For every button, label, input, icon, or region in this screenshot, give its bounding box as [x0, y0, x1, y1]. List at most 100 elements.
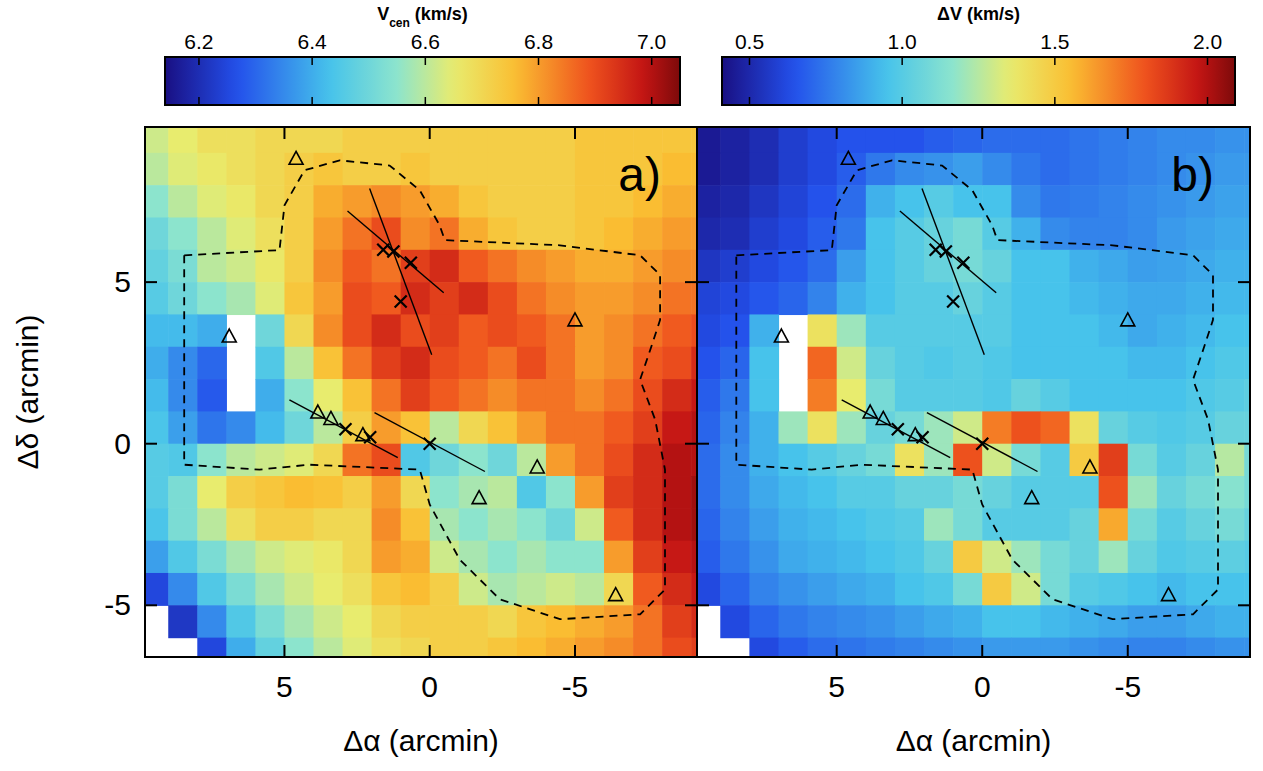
- heatmap-cell: [168, 185, 198, 218]
- heatmap-cell: [1099, 153, 1129, 186]
- heatmap-cell: [749, 444, 779, 477]
- triangle-marker: [530, 460, 544, 473]
- heatmap-cell: [430, 347, 460, 380]
- x-axis-title: Δα (arcmin): [343, 724, 499, 757]
- heatmap-cell: [1011, 508, 1041, 541]
- heatmap-cell: [953, 217, 983, 250]
- y-tick-label: 0: [114, 427, 131, 460]
- x-tick-label: 5: [828, 670, 845, 703]
- heatmap-cell: [145, 508, 169, 541]
- heatmap-cell: [1157, 314, 1187, 347]
- heatmap-cell: [488, 541, 518, 574]
- heatmap-cell: [459, 638, 489, 657]
- heatmap-cell: [488, 476, 518, 509]
- heatmap-cell: [343, 314, 373, 347]
- heatmap-cell: [255, 127, 285, 153]
- heatmap-cell: [866, 476, 896, 509]
- heatmap-cell: [1099, 282, 1129, 315]
- plot-frame: [145, 127, 697, 657]
- heatmap-cell: [953, 541, 983, 574]
- heatmap-cell: [982, 347, 1012, 380]
- heatmap-cell: [372, 153, 402, 186]
- heatmap-cell: [1099, 127, 1129, 153]
- heatmap-cell: [401, 638, 431, 657]
- triangle-marker: [774, 329, 788, 342]
- colorbar-tick: [198, 97, 200, 105]
- heatmap-cell: [284, 217, 314, 250]
- heatmap-cell: [401, 508, 431, 541]
- heatmap-cell: [895, 217, 925, 250]
- heatmap-cell: [168, 379, 198, 412]
- heatmap-cell: [343, 282, 373, 315]
- heatmap-cell: [284, 314, 314, 347]
- heatmap-cell: [697, 127, 721, 153]
- heatmap-cell: [924, 508, 954, 541]
- heatmap-cell: [255, 508, 285, 541]
- heatmap-cell: [343, 573, 373, 606]
- heatmap-cell: [1040, 153, 1070, 186]
- heatmap-cell: [401, 573, 431, 606]
- heatmap-cell: [145, 282, 169, 315]
- y-tick: [685, 443, 697, 445]
- cross-marker: [957, 257, 969, 269]
- heatmap-cell: [1099, 444, 1129, 477]
- heatmap-cell: [837, 314, 867, 347]
- heatmap-cell: [372, 444, 402, 477]
- heatmap-cell: [720, 347, 750, 380]
- heatmap-cell: [604, 638, 634, 657]
- heatmap-cell: [226, 185, 256, 218]
- heatmap-cell: [1099, 605, 1129, 638]
- heatmap-cell: [1070, 314, 1100, 347]
- heatmap-cell: [1157, 476, 1187, 509]
- heatmap-cell: [1186, 250, 1216, 283]
- heatmap-cell: [1099, 476, 1129, 509]
- heatmap-cell: [546, 541, 576, 574]
- heatmap-cell: [1011, 476, 1041, 509]
- cut-line: [900, 211, 996, 293]
- colorbar-tick: [538, 97, 540, 105]
- heatmap-cell: [459, 153, 489, 186]
- heatmap-cell: [1157, 379, 1187, 412]
- heatmap-cell: [1186, 314, 1216, 347]
- heatmap-cell: [284, 541, 314, 574]
- heatmap-cell: [778, 282, 808, 315]
- heatmap-cell: [982, 605, 1012, 638]
- region-outline: [736, 160, 1218, 619]
- heatmap-cell: [197, 508, 227, 541]
- heatmap-cell: [982, 127, 1012, 153]
- heatmap-cell: [255, 347, 285, 380]
- plot-background: [697, 127, 1250, 657]
- heatmap-cell: [1186, 379, 1216, 412]
- heatmap-cell: [982, 476, 1012, 509]
- heatmap-cell: [1070, 541, 1100, 574]
- heatmap-cell: [226, 153, 256, 186]
- heatmap-cell: [633, 573, 663, 606]
- heatmap-cell: [749, 127, 779, 153]
- heatmap-cell: [808, 347, 838, 380]
- heatmap-cell: [662, 573, 692, 606]
- heatmap-cell: [604, 411, 634, 444]
- heatmap-cell: [459, 411, 489, 444]
- heatmap-cell: [778, 411, 808, 444]
- heatmap-cell: [575, 573, 605, 606]
- heatmap-cell: [517, 476, 547, 509]
- heatmap-cell: [633, 605, 663, 638]
- heatmap-cell: [517, 573, 547, 606]
- region-outline: [184, 160, 665, 619]
- heatmap-cell: [575, 379, 605, 412]
- heatmap-cell: [924, 573, 954, 606]
- heatmap-cell: [314, 476, 344, 509]
- heatmap-cell: [895, 476, 925, 509]
- colorbar-tick-label: 0.5: [735, 30, 764, 53]
- heatmap-cell: [662, 605, 692, 638]
- heatmap-cell: [546, 605, 576, 638]
- heatmap-cell: [401, 605, 431, 638]
- heatmap-cell: [953, 508, 983, 541]
- heatmap-cell: [145, 541, 169, 574]
- heatmap-cell: [430, 605, 460, 638]
- heatmap-cell: [517, 379, 547, 412]
- heatmap-cell: [720, 185, 750, 218]
- heatmap-cell: [430, 127, 460, 153]
- heatmap-cell: [1040, 314, 1070, 347]
- heatmap-cell: [226, 605, 256, 638]
